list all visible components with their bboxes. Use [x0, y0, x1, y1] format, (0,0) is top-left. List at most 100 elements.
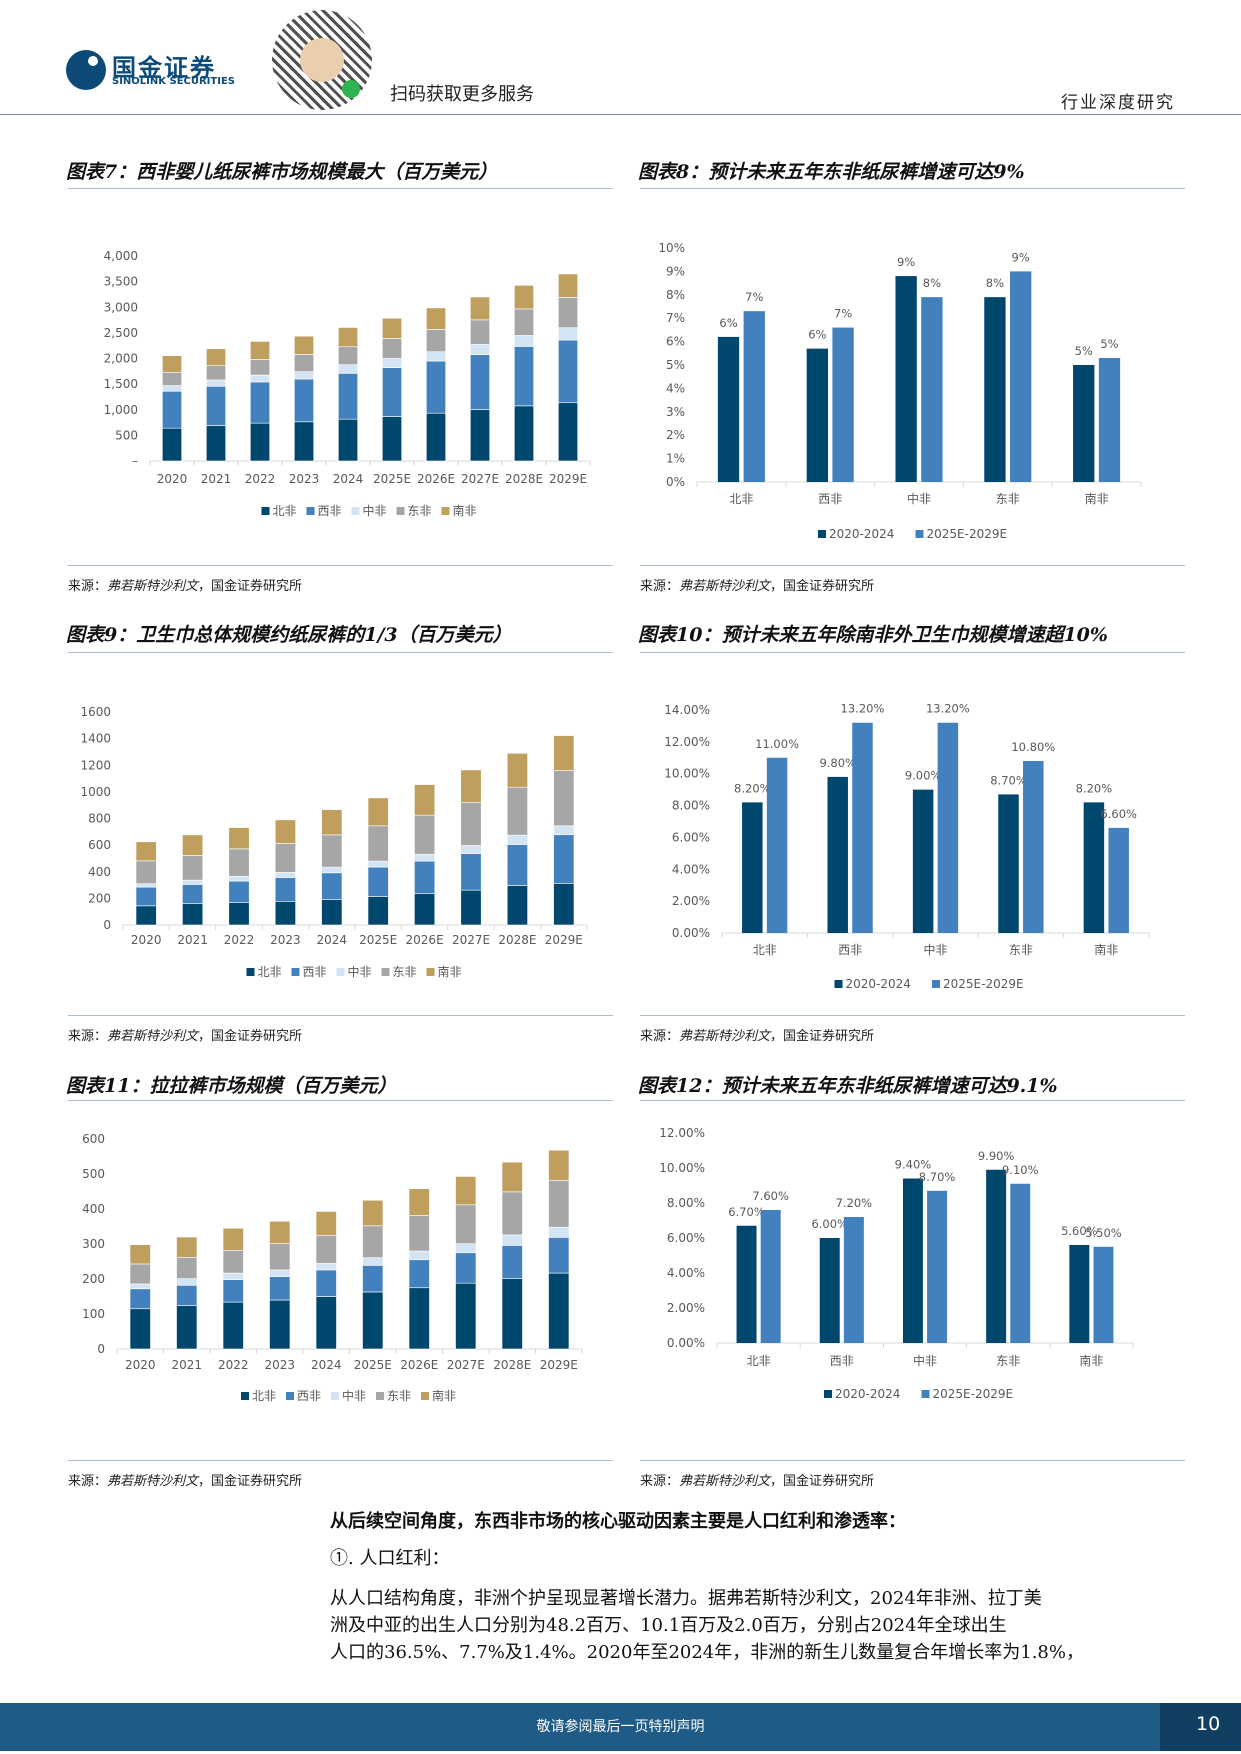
y-tick-label: 3,500 — [104, 275, 138, 289]
y-tick-label: 200 — [82, 1272, 105, 1286]
bar — [984, 297, 1006, 482]
bar-segment — [321, 872, 343, 901]
section-heading: 从后续空间角度，东西非市场的核心驱动因素主要是人口红利和渗透率： — [330, 1511, 906, 1532]
bar — [832, 327, 854, 482]
x-tick-label: 2020 — [157, 472, 188, 486]
title-divider — [640, 188, 1185, 189]
bar-segment — [222, 1227, 244, 1251]
legend-swatch — [306, 507, 315, 515]
bar — [742, 802, 763, 933]
bar — [895, 276, 917, 482]
bar-segment — [250, 422, 270, 462]
subheading: ①. 人口红利： — [330, 1548, 450, 1569]
chart-title: 图表8：预计未来五年东非纸尿裤增速可达9% — [638, 161, 1025, 183]
data-label: 9% — [1012, 250, 1030, 264]
legend-label: 西非 — [303, 965, 327, 979]
legend-label: 北非 — [273, 504, 297, 518]
source-rest: ，国金证券研究所 — [770, 1029, 875, 1044]
source-divider — [640, 1460, 1185, 1461]
bar — [1010, 1183, 1031, 1343]
chart-source: 来源：弗若斯特沙利文，国金证券研究所 — [68, 575, 302, 594]
y-tick-label: 600 — [82, 1132, 105, 1146]
data-label: 7.20% — [836, 1196, 873, 1210]
x-tick-label: 2027E — [447, 1358, 485, 1372]
bar-segment — [367, 866, 389, 897]
source-rest: ，国金证券研究所 — [198, 1029, 303, 1044]
bar-segment — [269, 1276, 291, 1301]
bar-segment — [455, 1252, 477, 1284]
source-divider — [640, 1015, 1185, 1016]
data-label: 9.80% — [819, 756, 856, 770]
bar-segment — [269, 1299, 291, 1350]
data-label: 9.00% — [905, 769, 942, 783]
paragraph-line: 洲及中亚的出生人口分别为48.2百万、10.1百万及2.0百万，分别占2024年… — [330, 1615, 1007, 1636]
x-tick-label: 2025E — [359, 933, 397, 947]
bar — [912, 789, 934, 933]
y-tick-label: 1,500 — [104, 377, 138, 391]
legend-swatch — [286, 1392, 294, 1400]
legend-label: 东非 — [387, 1389, 411, 1403]
legend-swatch — [376, 1392, 384, 1400]
bar-segment — [176, 1236, 198, 1258]
bar-segment — [382, 338, 402, 359]
bar-segment — [414, 893, 436, 926]
chart-source: 来源：弗若斯特沙利文，国金证券研究所 — [640, 575, 874, 594]
bar-segment — [338, 327, 358, 348]
bar-segment — [206, 348, 226, 366]
legend-label: 2025E-2029E — [927, 527, 1008, 541]
legend-label: 北非 — [252, 1389, 276, 1403]
source-provider: 弗若斯特沙利文 — [679, 1474, 771, 1489]
source-provider: 弗若斯特沙利文 — [107, 1029, 199, 1044]
bar — [1098, 357, 1121, 482]
chart-source: 来源：弗若斯特沙利文，国金证券研究所 — [68, 1025, 302, 1044]
bar-segment — [206, 385, 226, 426]
x-tick-label: 2025E — [373, 472, 411, 486]
bar-segment — [470, 344, 490, 356]
bar — [921, 297, 943, 482]
legend-label: 南非 — [432, 1388, 456, 1403]
bar-segment — [338, 346, 358, 366]
chart-title: 图表11：拉拉裤市场规模（百万美元） — [66, 1075, 397, 1097]
x-tick-label: 2028E — [493, 1358, 531, 1372]
bar — [743, 311, 765, 482]
bar-segment — [414, 814, 436, 855]
data-label: 5% — [1100, 337, 1118, 351]
x-tick-label: 2023 — [264, 1358, 295, 1372]
data-label: 13.20% — [841, 702, 885, 716]
bar-segment — [506, 752, 528, 788]
bar — [806, 348, 828, 482]
chart-1: 0% 1% 2% 3% 4% 5% 6% 7% 8% 9% 10% 北非 西非 中非 东非 南非 6% 7% 6% 7… — [658, 241, 1142, 541]
bar-segment — [294, 335, 314, 355]
data-label: 8% — [986, 276, 1004, 290]
source-provider: 弗若斯特沙利文 — [107, 579, 199, 594]
bar — [1083, 802, 1105, 933]
bar — [1073, 365, 1095, 482]
x-tick-label: 2027E — [461, 472, 499, 486]
legend-swatch — [261, 507, 270, 515]
y-tick-label: 10.00% — [659, 1161, 705, 1175]
legend-label: 南非 — [438, 964, 462, 979]
disclaimer-notice: 敬请参阅最后一页特别声明 — [536, 1719, 705, 1735]
legend-swatch — [932, 980, 940, 988]
bar — [717, 336, 740, 482]
x-tick-label: 东非 — [996, 1354, 1020, 1368]
data-label: 6% — [719, 316, 737, 330]
bar-segment — [135, 860, 157, 885]
y-tick-label: 0 — [97, 1342, 105, 1356]
y-tick-label: 6% — [666, 335, 685, 349]
bar-segment — [135, 841, 157, 862]
y-tick-label: 0% — [666, 475, 685, 489]
legend-label: 西非 — [297, 1389, 321, 1403]
data-label: 7.60% — [752, 1189, 789, 1203]
bar-segment — [274, 872, 296, 878]
legend-label: 2025E-2029E — [933, 1387, 1014, 1401]
legend-swatch — [921, 1390, 930, 1398]
x-tick-label: 2029E — [549, 472, 587, 486]
legend-label: 2020-2024 — [829, 527, 894, 541]
bar-segment — [501, 1278, 523, 1350]
x-tick-label: 中非 — [923, 942, 947, 957]
data-label: 6.70% — [728, 1205, 765, 1219]
x-tick-label: 2023 — [289, 472, 320, 486]
title-divider — [68, 188, 613, 189]
bar-segment — [501, 1234, 523, 1246]
